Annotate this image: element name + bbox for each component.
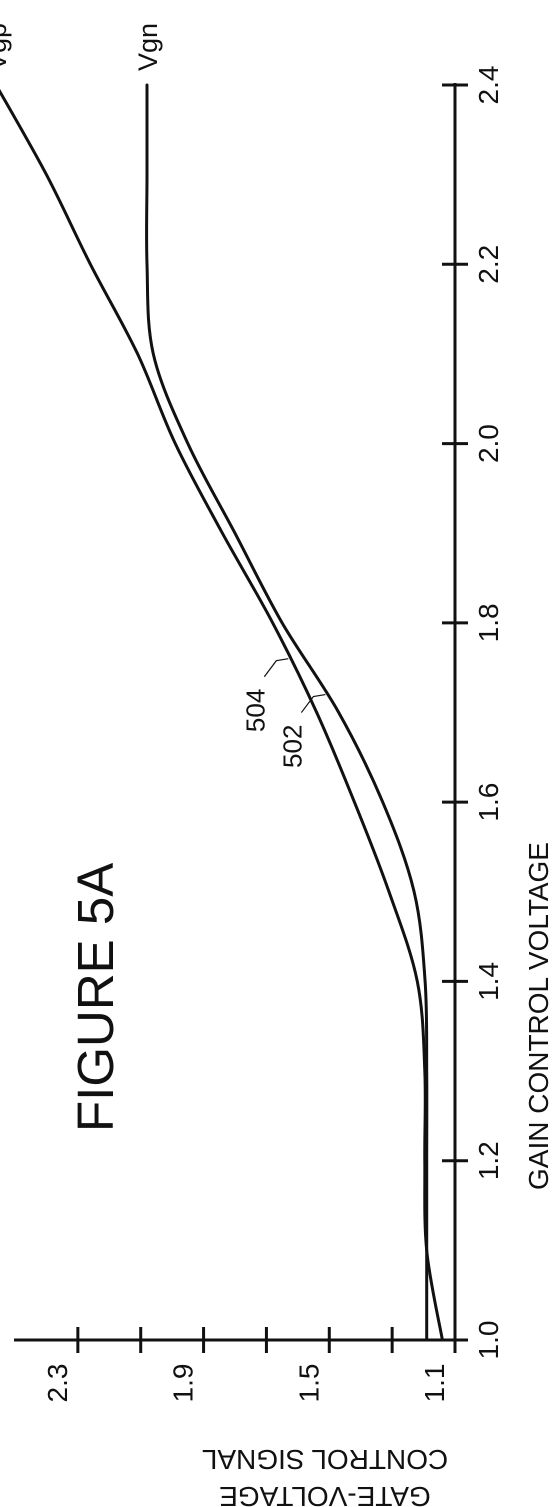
x-tick-labels: 1.0 1.2 1.4 1.6 1.8 2.0 2.2 2.4 [473, 66, 504, 1360]
y-axis: 1.1 1.5 1.9 2.3 [14, 1327, 457, 1403]
series-label-vgp: Vgp [0, 23, 12, 71]
x-axis: 1.0 1.2 1.4 1.6 1.8 2.0 2.2 2.4 [442, 66, 504, 1360]
x-tick-label: 1.2 [473, 1141, 504, 1180]
x-tick-label: 2.2 [473, 245, 504, 284]
y-tick-marks [76, 1327, 457, 1353]
x-axis-title: GAIN CONTROL VOLTAGE [523, 842, 554, 1190]
x-tick-label: 1.4 [473, 962, 504, 1001]
annotation-leader-502 [300, 693, 326, 713]
series-line-vgn [145, 83, 429, 1342]
x-tick-label: 1.6 [473, 783, 504, 822]
y-tick-label: 1.9 [168, 1364, 199, 1403]
x-tick-label: 2.4 [473, 66, 504, 105]
y-axis-title-line2: CONTROL SIGNAL [202, 1444, 448, 1475]
x-tick-label: 1.0 [473, 1321, 504, 1360]
y-tick-label: 1.1 [419, 1364, 450, 1403]
series-label-vgn: Vgn [133, 23, 163, 71]
annotation-leader-504 [263, 658, 289, 678]
y-axis-title-line1: GATE-VOLTAGE [219, 1481, 431, 1507]
x-tick-label: 1.8 [473, 603, 504, 642]
series-layer: Vgp Vgn [0, 23, 444, 1342]
chart-title: FIGURE 5A [67, 863, 124, 1132]
y-tick-label: 2.3 [42, 1364, 73, 1403]
x-tick-label: 2.0 [473, 424, 504, 463]
y-tick-label: 1.5 [293, 1364, 324, 1403]
annotation-label-504: 504 [240, 689, 270, 732]
series-line-vgp [0, 88, 444, 1342]
y-tick-labels: 1.1 1.5 1.9 2.3 [42, 1364, 450, 1403]
annotation-label-502: 502 [277, 725, 307, 768]
